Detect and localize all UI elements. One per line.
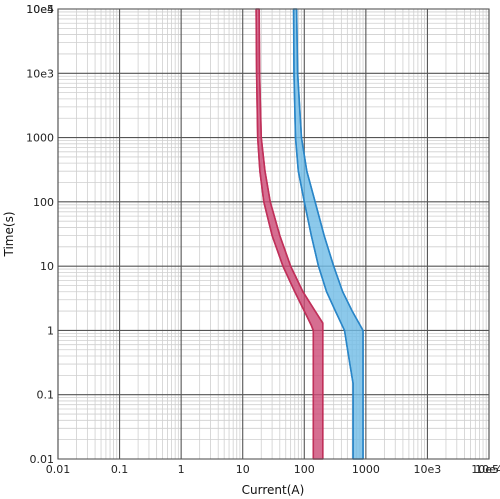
x-tick-label: 100 (294, 463, 315, 476)
y-tick-label: 100 (33, 196, 54, 209)
series-2-min-curve (292, 8, 354, 459)
series-1-max-curve (258, 8, 324, 459)
y-tick-label: 10e3 (26, 67, 54, 80)
series-2-max-curve (295, 8, 364, 459)
y-tick-label: 0.1 (37, 389, 55, 402)
y-tick-label: 10e5 (26, 3, 54, 16)
x-tick-label: 10e5 (471, 463, 499, 476)
x-tick-label: 1000 (352, 463, 380, 476)
y-tick-label: 1000 (26, 132, 54, 145)
plot-frame (57, 8, 490, 460)
x-tick-label: 0.1 (111, 463, 129, 476)
series-layer (57, 8, 490, 460)
y-tick-label: 1 (47, 324, 54, 337)
y-tick-label: 10 (40, 260, 54, 273)
x-tick-label: 10 (236, 463, 250, 476)
x-axis-label: Current(A) (242, 483, 305, 497)
series-1-min-curve (255, 8, 315, 459)
y-tick-label: 10e4 (26, 3, 54, 16)
x-tick-label: 1 (178, 463, 185, 476)
y-tick-label: 0.01 (30, 453, 55, 466)
x-tick-label: 10e4 (475, 463, 500, 476)
x-tick-label: 10e3 (414, 463, 442, 476)
y-axis-label: Time(s) (2, 212, 16, 258)
x-tick-label: 0.01 (46, 463, 71, 476)
minor-grid (58, 9, 489, 459)
